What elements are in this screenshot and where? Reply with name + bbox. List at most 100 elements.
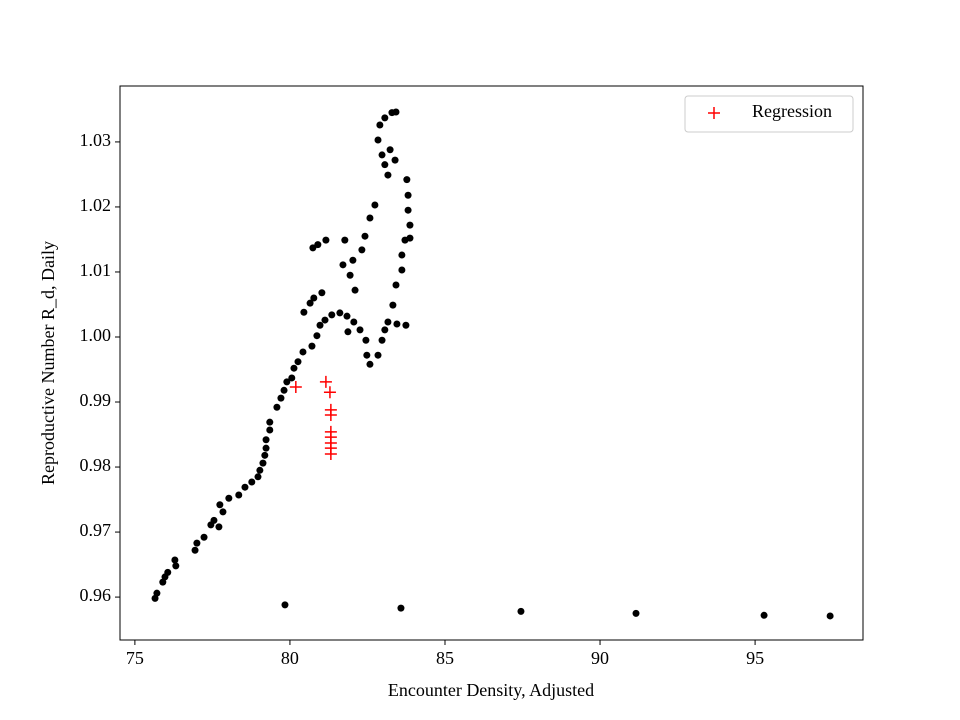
x-tick-label: 90 bbox=[591, 648, 609, 668]
x-tick-label: 80 bbox=[281, 648, 299, 668]
plus-point bbox=[289, 381, 302, 394]
point bbox=[262, 444, 270, 452]
point bbox=[376, 121, 384, 129]
point bbox=[339, 261, 347, 269]
point bbox=[309, 244, 317, 252]
point bbox=[406, 234, 414, 242]
point bbox=[384, 318, 392, 326]
point bbox=[389, 301, 397, 309]
point bbox=[318, 289, 326, 297]
point bbox=[235, 491, 243, 499]
point bbox=[361, 232, 369, 240]
plot-frame bbox=[119, 85, 864, 641]
y-tick-label: 0.96 bbox=[80, 585, 112, 605]
x-tick-label: 85 bbox=[436, 648, 454, 668]
point bbox=[760, 611, 768, 619]
point bbox=[164, 568, 172, 576]
point bbox=[378, 336, 386, 344]
point bbox=[351, 286, 359, 294]
plus-point bbox=[323, 386, 336, 399]
point bbox=[306, 299, 314, 307]
point bbox=[393, 320, 401, 328]
point bbox=[398, 251, 406, 259]
point bbox=[225, 494, 233, 502]
point bbox=[259, 459, 267, 467]
point bbox=[404, 191, 412, 199]
point bbox=[366, 360, 374, 368]
point bbox=[290, 364, 298, 372]
point bbox=[314, 241, 322, 249]
point bbox=[381, 114, 389, 122]
legend-label: Regression bbox=[752, 101, 832, 121]
point bbox=[316, 321, 324, 329]
x-tick-label: 75 bbox=[126, 648, 144, 668]
point bbox=[632, 609, 640, 617]
point bbox=[308, 342, 316, 350]
point bbox=[172, 562, 180, 570]
point bbox=[517, 607, 525, 615]
plus-point bbox=[319, 375, 332, 388]
point bbox=[193, 539, 201, 547]
point bbox=[254, 473, 262, 481]
point bbox=[343, 312, 351, 320]
point bbox=[210, 516, 218, 524]
plus-point bbox=[324, 409, 337, 422]
point bbox=[378, 151, 386, 159]
point bbox=[336, 309, 344, 317]
point bbox=[266, 418, 274, 426]
point bbox=[386, 146, 394, 154]
y-tick-label: 1.03 bbox=[80, 130, 112, 150]
y-tick-label: 0.99 bbox=[80, 390, 112, 410]
legend-marker bbox=[708, 107, 720, 119]
point bbox=[362, 336, 370, 344]
point bbox=[371, 201, 379, 209]
point bbox=[341, 236, 349, 244]
point bbox=[404, 206, 412, 214]
point bbox=[374, 136, 382, 144]
plus-point bbox=[324, 448, 337, 461]
point bbox=[261, 451, 269, 459]
point bbox=[283, 378, 291, 386]
point bbox=[350, 318, 358, 326]
point bbox=[215, 523, 223, 531]
point bbox=[280, 386, 288, 394]
point bbox=[374, 351, 382, 359]
point bbox=[313, 332, 321, 340]
point bbox=[277, 394, 285, 402]
point bbox=[826, 612, 834, 620]
point bbox=[358, 246, 366, 254]
point bbox=[294, 358, 302, 366]
point bbox=[310, 294, 318, 302]
point bbox=[256, 466, 264, 474]
y-tick-label: 0.97 bbox=[80, 520, 112, 540]
point bbox=[200, 533, 208, 541]
point bbox=[403, 176, 411, 184]
point bbox=[248, 478, 256, 486]
point bbox=[366, 214, 374, 222]
point bbox=[344, 328, 352, 336]
point bbox=[322, 236, 330, 244]
point bbox=[321, 316, 329, 324]
point bbox=[191, 546, 199, 554]
point bbox=[262, 436, 270, 444]
point bbox=[241, 483, 249, 491]
point bbox=[397, 604, 405, 612]
x-axis-label: Encounter Density, Adjusted bbox=[388, 680, 594, 700]
point bbox=[363, 351, 371, 359]
point bbox=[328, 311, 336, 319]
y-tick-label: 1.01 bbox=[80, 260, 112, 280]
point bbox=[349, 256, 357, 264]
y-axis-label: Reproductive Number R_d, Daily bbox=[38, 241, 58, 485]
x-tick-label: 95 bbox=[746, 648, 764, 668]
point bbox=[273, 403, 281, 411]
point bbox=[216, 501, 224, 509]
point bbox=[391, 156, 399, 164]
y-tick-label: 1.02 bbox=[80, 195, 112, 215]
legend-box bbox=[684, 95, 854, 133]
y-tick-label: 1.00 bbox=[80, 325, 112, 345]
y-tick-label: 0.98 bbox=[80, 455, 112, 475]
point bbox=[406, 221, 414, 229]
point bbox=[402, 321, 410, 329]
point bbox=[398, 266, 406, 274]
